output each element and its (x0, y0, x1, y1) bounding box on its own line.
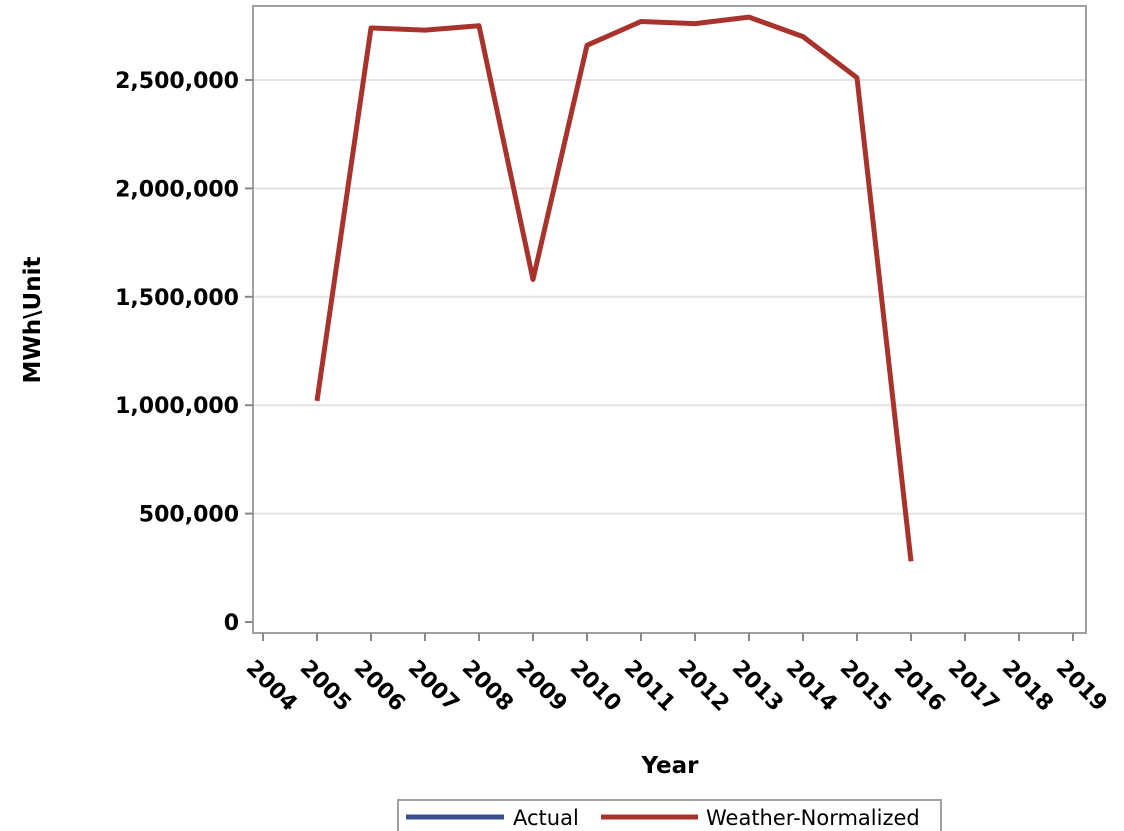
x-tick-label: 2016 (889, 656, 950, 717)
x-tick-label: 2014 (781, 656, 842, 717)
x-tick-label: 2010 (565, 656, 626, 717)
x-axis: 2004200520062007200820092010201120122013… (241, 633, 1112, 717)
x-tick-label: 2018 (997, 656, 1058, 717)
x-tick-label: 2017 (943, 656, 1004, 717)
legend-label: Actual (513, 806, 579, 830)
series-line-weather-normalized (314, 14, 914, 562)
y-tick-label: 2,000,000 (115, 177, 239, 202)
y-tick-label: 500,000 (139, 503, 239, 528)
legend-label: Weather-Normalized (706, 806, 920, 830)
x-tick-label: 2013 (727, 656, 788, 717)
legend: Actual Weather-Normalized (397, 799, 942, 831)
x-axis-title: Year (640, 753, 699, 779)
x-tick-label: 2011 (619, 656, 680, 717)
x-tick-label: 2009 (511, 656, 572, 717)
gridlines (254, 79, 1085, 515)
x-tick-label: 2006 (349, 656, 410, 717)
x-tick-label: 2007 (403, 656, 464, 717)
y-axis-title: MWh\Unit (20, 257, 46, 384)
x-tick-label: 2005 (295, 656, 356, 717)
y-tick-label: 0 (224, 611, 239, 636)
y-axis: 0 500,000 1,000,000 1,500,000 2,000,000 2,500… (115, 69, 253, 636)
series-lines (314, 14, 914, 562)
y-tick-label: 2,500,000 (115, 69, 239, 94)
x-tick-label: 2012 (673, 656, 734, 717)
plot-area-frame (252, 5, 1087, 634)
x-tick-label: 2004 (241, 656, 302, 717)
x-tick-label: 2008 (457, 656, 518, 717)
y-tick-label: 1,000,000 (115, 394, 239, 419)
x-tick-label: 2015 (835, 656, 896, 717)
x-tick-label: 2019 (1051, 656, 1112, 717)
y-tick-label: 1,500,000 (115, 286, 239, 311)
